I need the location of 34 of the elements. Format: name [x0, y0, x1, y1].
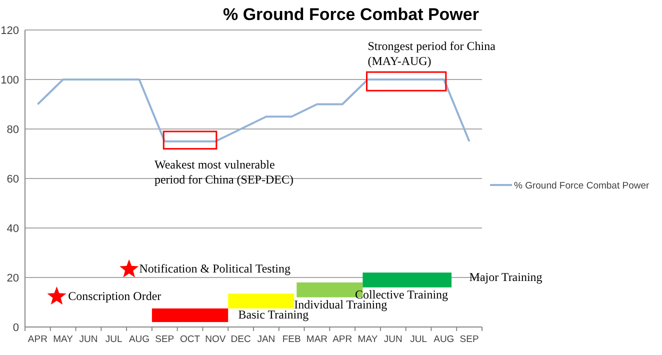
x-tick-label: SEP	[155, 334, 174, 345]
y-tick-label: 0	[12, 322, 19, 334]
x-tick-label: JUL	[105, 334, 122, 345]
x-tick-label: JUN	[79, 334, 98, 345]
x-tick-label: JUN	[384, 334, 403, 345]
y-tick-label: 100	[0, 74, 19, 86]
y-tick-label: 60	[6, 174, 19, 186]
chart-title: % Ground Force Combat Power	[223, 5, 480, 24]
x-tick-label: MAY	[53, 334, 74, 345]
x-tick-label: NOV	[205, 334, 226, 345]
annotation: Weakest most vulnerable period for China (SEP-DEC)	[154, 158, 294, 187]
x-tick-label: DEC	[230, 334, 251, 345]
y-tick-label: 80	[6, 124, 19, 136]
y-tick-label: 40	[6, 223, 19, 235]
y-tick-label: 20	[6, 272, 19, 284]
annotation: Conscription Order	[68, 288, 162, 303]
x-tick-label: FEB	[282, 334, 301, 345]
annotation: Major Training	[469, 270, 542, 284]
y-tick-label: 120	[0, 25, 19, 37]
x-tick-label: JUL	[410, 334, 427, 345]
annotation: Strongest period for China (MAY-AUG)	[368, 38, 496, 68]
x-tick-label: JAN	[257, 334, 276, 345]
annotation: Collective Training	[355, 288, 448, 302]
x-tick-label: APR	[332, 334, 352, 345]
x-tick-label: AUG	[434, 334, 454, 345]
x-tick-label: MAR	[306, 334, 328, 345]
line-series	[36, 78, 470, 142]
x-tick-label: SEP	[460, 334, 479, 345]
annotation: Notification & Political Testing	[139, 262, 291, 276]
legend-label: % Ground Force Combat Power	[514, 180, 650, 192]
x-tick-label: OCT	[180, 334, 200, 345]
x-tick-label: MAY	[358, 334, 378, 345]
x-tick-label: AUG	[128, 334, 150, 345]
x-tick-label: APR	[28, 334, 48, 345]
